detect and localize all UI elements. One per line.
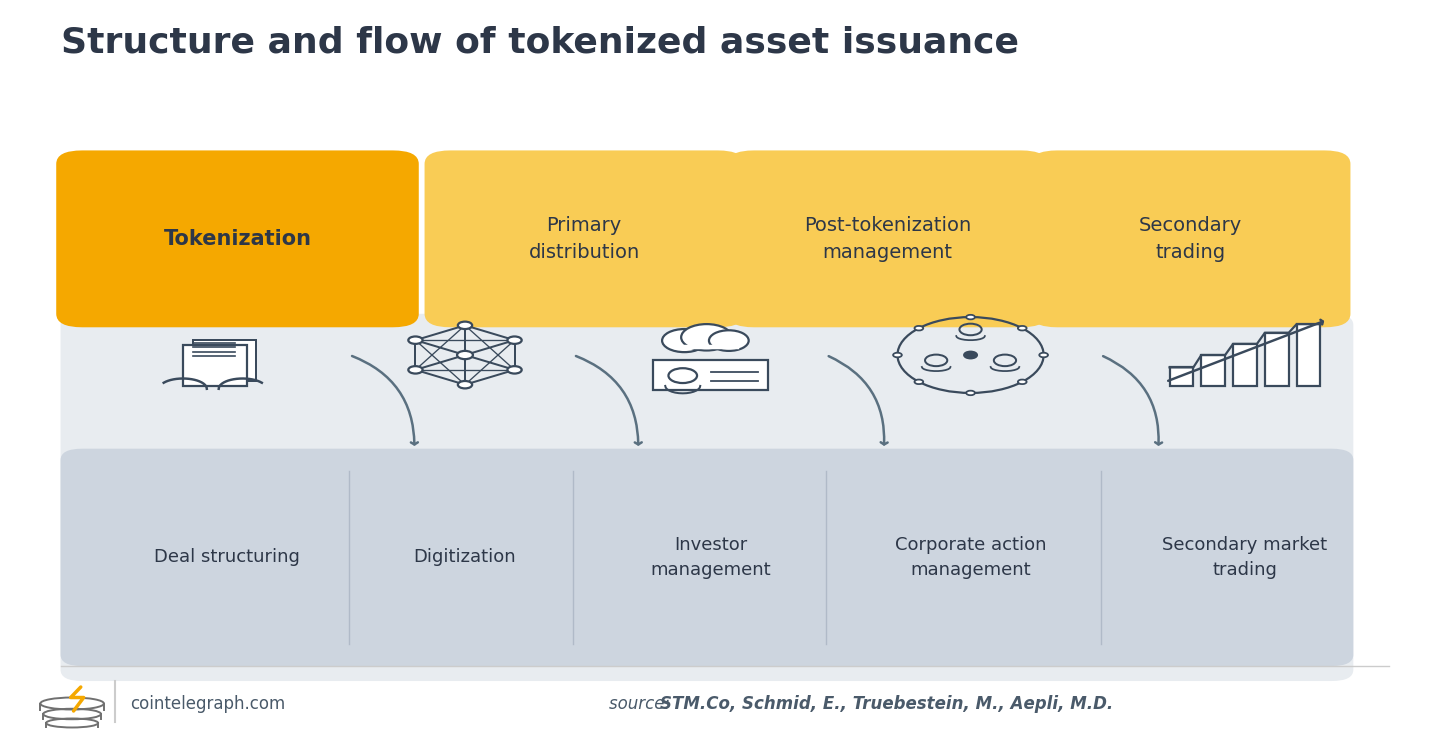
- Circle shape: [507, 337, 522, 344]
- Text: Secondary market
trading: Secondary market trading: [1163, 536, 1328, 579]
- Circle shape: [893, 353, 902, 357]
- Text: STM.Co, Schmid, E., Truebestein, M., Aepli, M.D.: STM.Co, Schmid, E., Truebestein, M., Aep…: [660, 695, 1114, 713]
- Bar: [1232, 344, 1257, 386]
- Circle shape: [709, 330, 748, 351]
- Circle shape: [682, 324, 732, 350]
- Circle shape: [409, 337, 422, 344]
- Circle shape: [458, 322, 473, 329]
- Circle shape: [409, 366, 422, 374]
- FancyBboxPatch shape: [183, 345, 246, 386]
- Text: Corporate action
management: Corporate action management: [895, 536, 1047, 579]
- Text: Secondary
trading: Secondary trading: [1140, 216, 1243, 261]
- Text: Investor
management: Investor management: [650, 536, 771, 579]
- Text: cointelegraph.com: cointelegraph.com: [130, 695, 286, 713]
- Circle shape: [668, 368, 697, 383]
- FancyBboxPatch shape: [1031, 150, 1350, 327]
- Circle shape: [915, 380, 924, 384]
- Circle shape: [457, 351, 473, 359]
- Circle shape: [458, 381, 473, 388]
- Circle shape: [1018, 326, 1027, 331]
- Text: Structure and flow of tokenized asset issuance: Structure and flow of tokenized asset is…: [61, 25, 1018, 59]
- FancyBboxPatch shape: [654, 360, 767, 390]
- Circle shape: [507, 366, 522, 374]
- Text: Digitization: Digitization: [413, 548, 516, 566]
- Text: source:: source:: [609, 695, 676, 713]
- Text: Primary
distribution: Primary distribution: [529, 216, 639, 261]
- Bar: [1170, 368, 1193, 386]
- Text: Post-tokenization
management: Post-tokenization management: [803, 216, 972, 261]
- Circle shape: [663, 329, 706, 352]
- Circle shape: [1018, 380, 1027, 384]
- FancyBboxPatch shape: [57, 150, 419, 327]
- FancyBboxPatch shape: [193, 340, 257, 381]
- FancyBboxPatch shape: [728, 150, 1047, 327]
- Circle shape: [1040, 353, 1048, 357]
- Circle shape: [966, 315, 974, 319]
- Bar: [1264, 333, 1289, 386]
- Circle shape: [964, 352, 977, 359]
- FancyBboxPatch shape: [61, 448, 1353, 666]
- Text: Deal structuring: Deal structuring: [154, 548, 300, 566]
- Text: Tokenization: Tokenization: [164, 229, 312, 249]
- Circle shape: [966, 390, 974, 395]
- Bar: [1296, 324, 1321, 386]
- Bar: [1201, 355, 1225, 386]
- Circle shape: [915, 326, 924, 331]
- FancyBboxPatch shape: [61, 314, 1353, 681]
- FancyBboxPatch shape: [425, 150, 744, 327]
